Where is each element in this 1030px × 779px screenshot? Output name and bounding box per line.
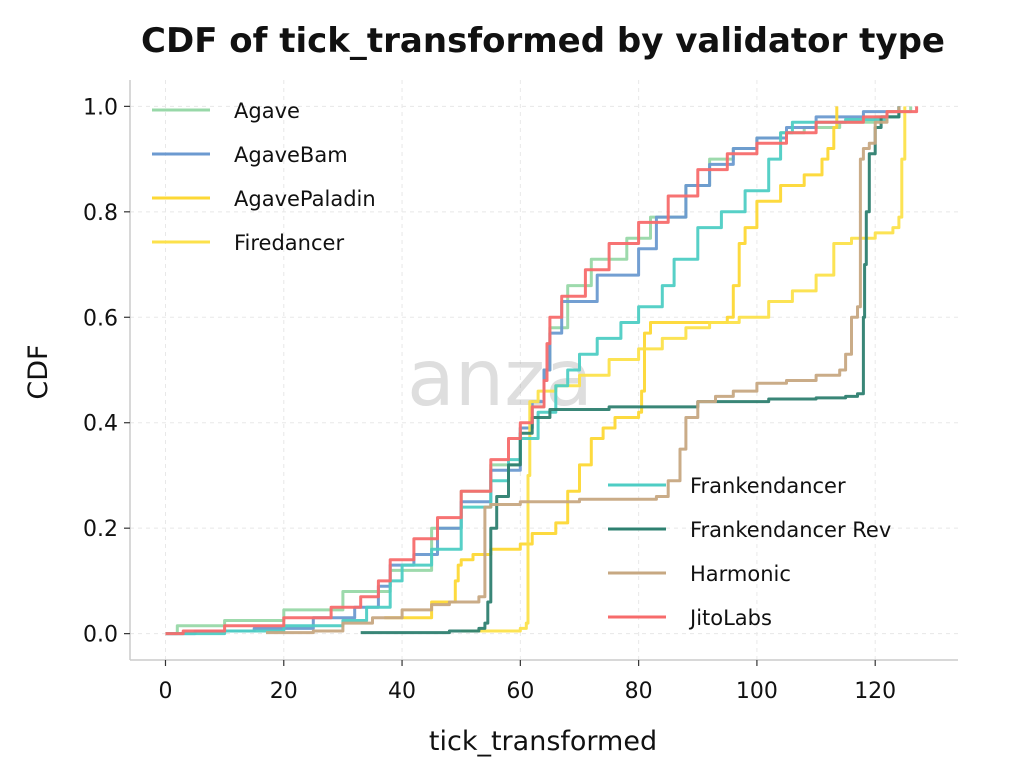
legend-upper-left: Agave AgaveBam AgavePaladin Firedancer [152,99,376,255]
axes [129,80,958,661]
series-line-agavepaladin [384,106,839,620]
legend-label-agavepaladin: AgavePaladin [234,187,376,211]
x-axis-label: tick_transformed [429,726,657,757]
grid-lines [130,80,958,660]
x-tick-label: 60 [506,679,534,704]
y-tick-label: 0.2 [83,517,118,542]
y-tick-label: 0.0 [83,623,118,648]
legend-lower-right: Frankendancer Frankendancer Rev Harmonic Ji… [608,474,891,630]
series-line-agave [165,106,913,636]
series-line-jitolabs [165,106,919,636]
y-tick-label: 0.8 [83,201,118,226]
legend-label-frankendancer-rev: Frankendancer Rev [690,518,891,542]
legend-label-firedancer: Firedancer [234,231,344,255]
series-layer [165,106,919,636]
x-tick-label: 0 [158,679,172,704]
x-tick-label: 20 [270,679,298,704]
ticks: 0 20 40 60 80 100 120 0.0 0.2 0.4 0.6 0.8 1.0 [83,95,896,704]
legend-label-jitolabs: JitoLabs [688,606,772,630]
x-tick-label: 120 [854,679,896,704]
chart-title: CDF of tick_transformed by validator typ… [141,21,945,61]
y-tick-label: 0.6 [83,306,118,331]
x-tick-label: 80 [625,679,653,704]
y-tick-label: 1.0 [83,95,118,120]
x-tick-label: 100 [736,679,778,704]
series-line-firedancer [461,106,907,633]
series-line-frankendancer [165,106,901,636]
legend-label-frankendancer: Frankendancer [690,474,846,498]
legend-label-agave: Agave [234,99,300,123]
legend-label-harmonic: Harmonic [690,562,791,586]
x-tick-label: 40 [388,679,416,704]
y-tick-label: 0.4 [83,412,118,437]
legend-label-agavebam: AgaveBam [234,143,348,167]
y-axis-label: CDF [23,344,54,399]
series-line-harmonic [266,106,901,635]
